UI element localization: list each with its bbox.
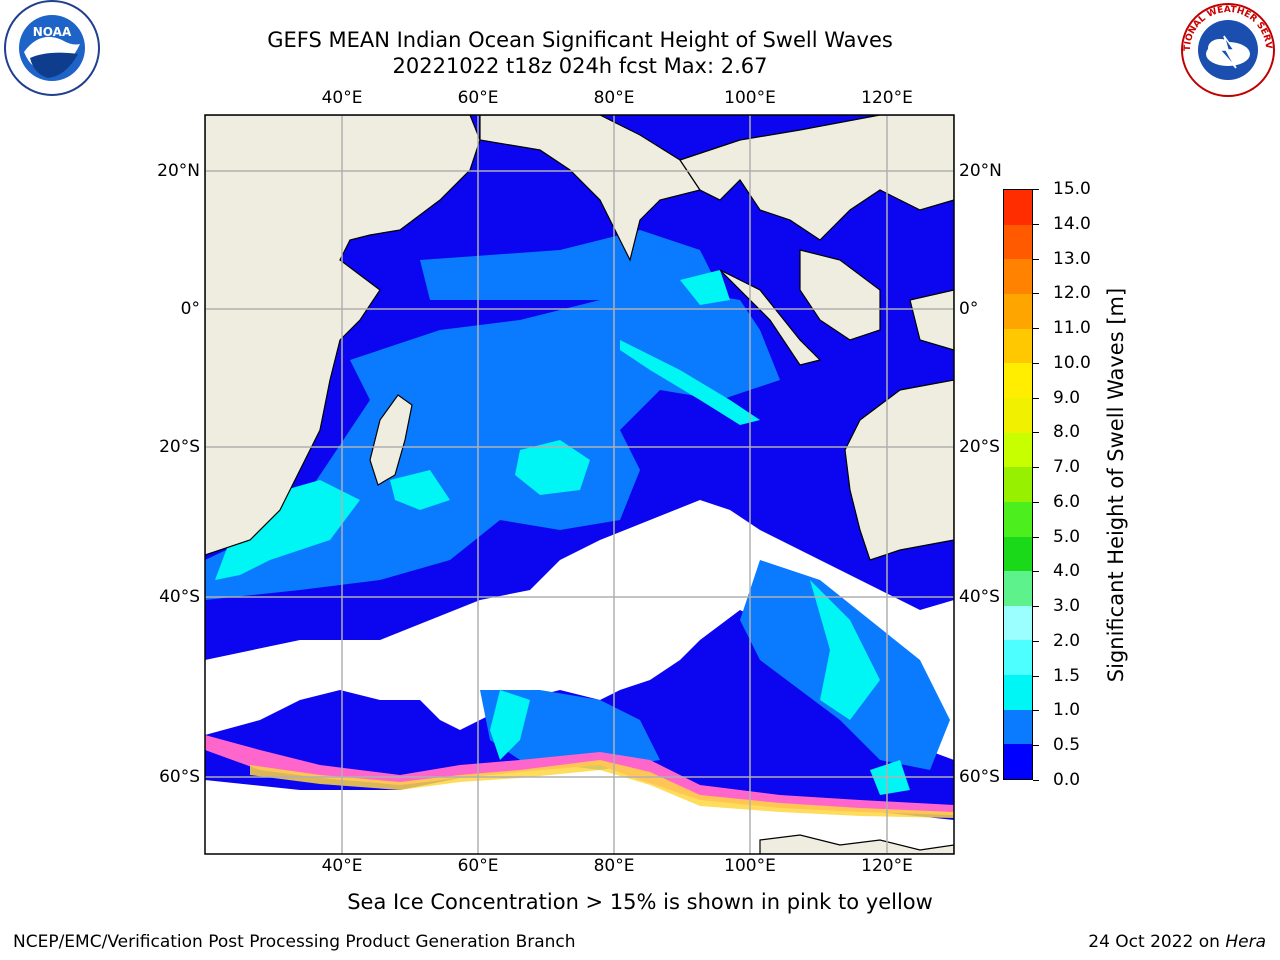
colorbar-segment (1004, 190, 1032, 225)
lon-label-top: 120°E (861, 88, 913, 108)
lon-label-top: 40°E (321, 88, 363, 108)
colorbar-segment (1004, 744, 1032, 779)
colorbar-segment (1004, 675, 1032, 710)
noaa-logo: NOAA (4, 0, 100, 96)
colorbar-tick-label: 12.0 (1053, 283, 1091, 304)
colorbar-segment (1004, 328, 1032, 364)
colorbar-segment (1004, 709, 1032, 745)
sea-ice-fringe (205, 735, 954, 818)
colorbar-tick-mark (1033, 745, 1039, 747)
colorbar-segment (1004, 571, 1032, 606)
colorbar-tick-mark (1033, 258, 1039, 260)
lat-label-right: 40°S (959, 587, 1000, 607)
colorbar-tick-mark (1033, 675, 1039, 677)
colorbar-segment (1004, 363, 1032, 398)
lat-label-left: 20°S (159, 437, 200, 457)
lat-label-right: 60°S (959, 767, 1000, 787)
colorbar-tick-mark (1033, 467, 1039, 469)
sea-ice-footnote: Sea Ice Concentration > 15% is shown in … (347, 890, 933, 914)
colorbar-tick-mark (1033, 640, 1039, 642)
credit-line: NCEP/EMC/Verification Post Processing Pr… (13, 932, 576, 952)
lat-label-left: 60°S (159, 767, 200, 787)
colorbar-tick-label: 1.5 (1053, 665, 1081, 686)
lat-label-left: 40°S (159, 587, 200, 607)
colorbar-tick-mark (1033, 397, 1039, 399)
colorbar-tick-label: 3.0 (1053, 596, 1081, 617)
colorbar-segment (1004, 501, 1032, 537)
colorbar-segment (1004, 294, 1032, 329)
colorbar-label: Significant Height of Swell Waves [m] (1104, 287, 1128, 683)
colorbar-tick-mark (1033, 189, 1039, 190)
colorbar-segment (1004, 432, 1032, 468)
lat-label-right: 20°N (959, 161, 1002, 181)
colorbar-tick-mark (1033, 432, 1039, 434)
colorbar-segment (1004, 224, 1032, 260)
colorbar-tick-mark (1033, 780, 1039, 781)
colorbar-tick-mark (1033, 362, 1039, 364)
colorbar-tick-label: 0.0 (1053, 770, 1081, 790)
colorbar-segment (1004, 640, 1032, 676)
lat-label-left: 0° (180, 299, 200, 319)
colorbar-tick-mark (1033, 223, 1039, 225)
date-stamp: 24 Oct 2022 on Hera (1088, 932, 1266, 952)
colorbar-tick-label: 10.0 (1053, 352, 1091, 373)
colorbar-tick-label: 8.0 (1053, 422, 1081, 443)
lon-label-bottom: 40°E (321, 856, 363, 876)
lon-label-bottom: 80°E (593, 856, 635, 876)
colorbar (1003, 189, 1033, 780)
colorbar-tick-label: 9.0 (1053, 387, 1081, 408)
colorbar-tick-label: 11.0 (1053, 318, 1091, 339)
chart-title: GEFS MEAN Indian Ocean Significant Heigh… (267, 28, 893, 52)
lat-label-right: 0° (959, 299, 979, 319)
colorbar-tick-mark (1033, 571, 1039, 573)
colorbar-segment (1004, 467, 1032, 502)
colorbar-segment (1004, 605, 1032, 641)
colorbar-tick-label: 4.0 (1053, 561, 1081, 582)
lon-label-top: 80°E (593, 88, 635, 108)
map-border (204, 114, 955, 855)
lat-label-right: 20°S (959, 437, 1000, 457)
nws-logo: NATIONAL WEATHER SERVICE (1176, 0, 1275, 97)
colorbar-tick-mark (1033, 328, 1039, 330)
lon-label-bottom: 100°E (724, 856, 776, 876)
lat-label-left: 20°N (157, 161, 200, 181)
colorbar-tick-label: 6.0 (1053, 491, 1081, 512)
colorbar-tick-label: 7.0 (1053, 457, 1081, 478)
colorbar-segment (1004, 536, 1032, 572)
colorbar-tick-label: 5.0 (1053, 526, 1081, 547)
colorbar-tick-mark (1033, 293, 1039, 295)
colorbar-tick-mark (1033, 536, 1039, 538)
colorbar-tick-label: 15.0 (1053, 179, 1091, 199)
lon-label-bottom: 120°E (861, 856, 913, 876)
lon-label-top: 100°E (724, 88, 776, 108)
lon-label-bottom: 60°E (457, 856, 499, 876)
colorbar-tick-label: 1.0 (1053, 700, 1081, 721)
colorbar-tick-label: 13.0 (1053, 248, 1091, 269)
colorbar-tick-mark (1033, 606, 1039, 608)
colorbar-tick-label: 14.0 (1053, 213, 1091, 234)
colorbar-tick-label: 2.0 (1053, 630, 1081, 651)
colorbar-tick-mark (1033, 710, 1039, 712)
lon-label-top: 60°E (457, 88, 499, 108)
chart-subtitle: 20221022 t18z 024h fcst Max: 2.67 (392, 54, 768, 78)
colorbar-segment (1004, 397, 1032, 433)
colorbar-segment (1004, 259, 1032, 295)
colorbar-tick-label: 0.5 (1053, 735, 1081, 756)
gridlines (205, 115, 954, 854)
svg-text:NOAA: NOAA (33, 25, 72, 39)
colorbar-tick-mark (1033, 501, 1039, 503)
